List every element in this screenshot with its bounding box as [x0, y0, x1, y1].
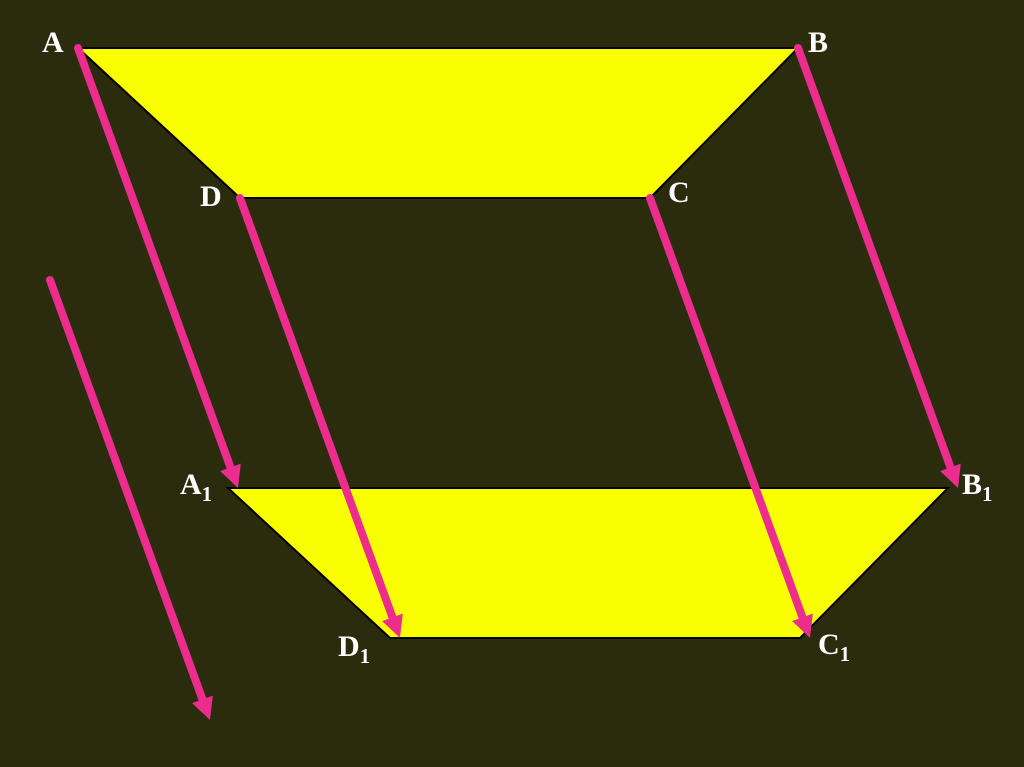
label-B: B	[808, 28, 828, 58]
label-D: D	[200, 182, 222, 212]
label-A: A	[42, 28, 64, 58]
bottom-trapezoid	[228, 488, 948, 638]
label-A1: A1	[180, 470, 212, 505]
label-B1: B1	[962, 470, 993, 505]
label-C: C	[668, 178, 690, 208]
diagram-svg	[0, 0, 1024, 767]
diagram-stage: A B C D A1 B1 C1 D1	[0, 0, 1024, 767]
label-D1: D1	[338, 632, 370, 667]
top-trapezoid	[78, 48, 798, 198]
arrow-B_to_B1	[798, 48, 961, 488]
label-C1: C1	[818, 630, 850, 665]
